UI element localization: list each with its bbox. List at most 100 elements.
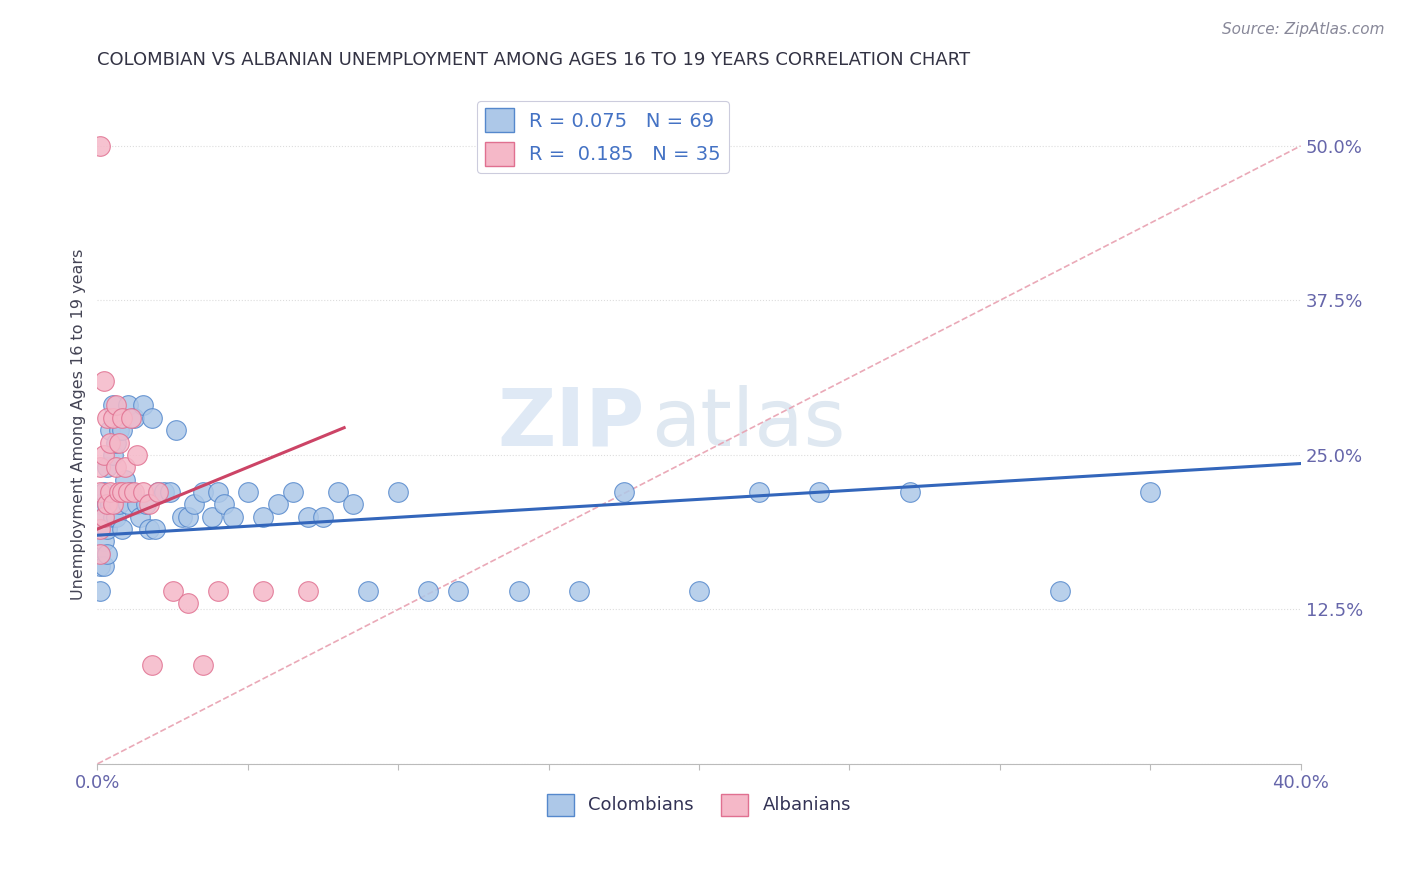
Point	[93, 448, 115, 462]
Point	[89, 583, 111, 598]
Point	[748, 485, 770, 500]
Point	[222, 509, 245, 524]
Point	[138, 522, 160, 536]
Point	[101, 410, 124, 425]
Point	[207, 485, 229, 500]
Point	[387, 485, 409, 500]
Point	[312, 509, 335, 524]
Point	[128, 509, 150, 524]
Point	[613, 485, 636, 500]
Point	[267, 497, 290, 511]
Point	[141, 657, 163, 672]
Text: COLOMBIAN VS ALBANIAN UNEMPLOYMENT AMONG AGES 16 TO 19 YEARS CORRELATION CHART: COLOMBIAN VS ALBANIAN UNEMPLOYMENT AMONG…	[97, 51, 970, 69]
Text: ZIP: ZIP	[498, 385, 645, 463]
Point	[143, 522, 166, 536]
Point	[98, 435, 121, 450]
Point	[96, 410, 118, 425]
Point	[808, 485, 831, 500]
Point	[120, 485, 142, 500]
Point	[212, 497, 235, 511]
Point	[93, 374, 115, 388]
Point	[110, 410, 132, 425]
Point	[297, 509, 319, 524]
Point	[162, 583, 184, 598]
Legend: Colombians, Albanians: Colombians, Albanians	[540, 786, 859, 822]
Point	[177, 509, 200, 524]
Point	[131, 485, 153, 500]
Point	[104, 460, 127, 475]
Point	[122, 485, 145, 500]
Point	[146, 485, 169, 500]
Point	[104, 509, 127, 524]
Point	[135, 497, 157, 511]
Point	[96, 497, 118, 511]
Point	[125, 448, 148, 462]
Point	[326, 485, 349, 500]
Point	[357, 583, 380, 598]
Point	[101, 448, 124, 462]
Point	[107, 497, 129, 511]
Point	[183, 497, 205, 511]
Point	[688, 583, 710, 598]
Point	[159, 485, 181, 500]
Point	[281, 485, 304, 500]
Point	[252, 509, 274, 524]
Point	[191, 657, 214, 672]
Point	[117, 497, 139, 511]
Point	[89, 559, 111, 574]
Point	[117, 399, 139, 413]
Point	[107, 423, 129, 437]
Point	[191, 485, 214, 500]
Point	[110, 522, 132, 536]
Text: Source: ZipAtlas.com: Source: ZipAtlas.com	[1222, 22, 1385, 37]
Text: atlas: atlas	[651, 385, 845, 463]
Point	[138, 497, 160, 511]
Point	[201, 509, 224, 524]
Point	[122, 410, 145, 425]
Point	[96, 522, 118, 536]
Point	[101, 509, 124, 524]
Point	[110, 485, 132, 500]
Point	[96, 460, 118, 475]
Point	[141, 410, 163, 425]
Point	[93, 534, 115, 549]
Point	[89, 485, 111, 500]
Point	[89, 547, 111, 561]
Point	[89, 139, 111, 153]
Point	[152, 485, 174, 500]
Point	[177, 596, 200, 610]
Point	[96, 497, 118, 511]
Point	[1049, 583, 1071, 598]
Point	[252, 583, 274, 598]
Point	[93, 559, 115, 574]
Point	[101, 497, 124, 511]
Point	[89, 522, 111, 536]
Point	[114, 460, 136, 475]
Point	[89, 497, 111, 511]
Point	[107, 435, 129, 450]
Point	[508, 583, 530, 598]
Point	[146, 485, 169, 500]
Point	[104, 435, 127, 450]
Point	[89, 522, 111, 536]
Point	[125, 497, 148, 511]
Point	[117, 485, 139, 500]
Point	[93, 509, 115, 524]
Point	[131, 399, 153, 413]
Point	[110, 423, 132, 437]
Point	[342, 497, 364, 511]
Point	[89, 547, 111, 561]
Point	[236, 485, 259, 500]
Point	[170, 509, 193, 524]
Point	[568, 583, 591, 598]
Point	[98, 497, 121, 511]
Point	[98, 485, 121, 500]
Point	[120, 410, 142, 425]
Point	[114, 473, 136, 487]
Point	[104, 399, 127, 413]
Point	[96, 547, 118, 561]
Point	[447, 583, 470, 598]
Point	[98, 423, 121, 437]
Point	[297, 583, 319, 598]
Point	[93, 509, 115, 524]
